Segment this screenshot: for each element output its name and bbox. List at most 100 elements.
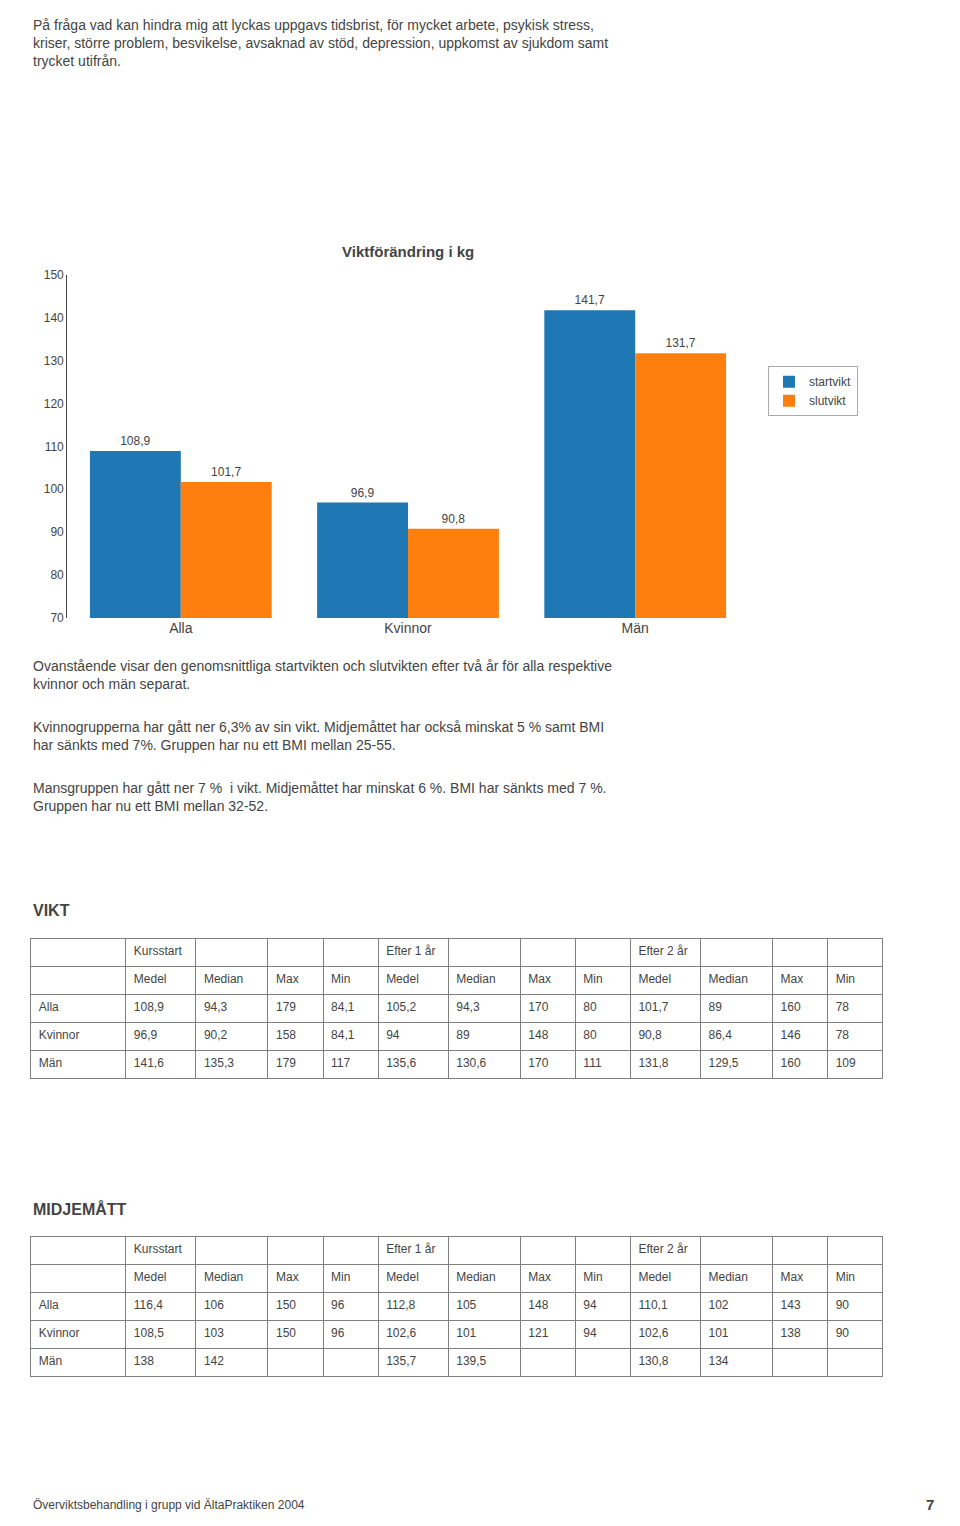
svg-text:103: 103	[204, 1326, 224, 1340]
svg-text:111: 111	[583, 1056, 602, 1070]
svg-text:90,2: 90,2	[204, 1028, 228, 1042]
svg-text:84,1: 84,1	[331, 1028, 355, 1042]
svg-text:170: 170	[528, 1056, 548, 1070]
svg-text:106: 106	[204, 1298, 224, 1312]
svg-text:148: 148	[528, 1298, 548, 1312]
svg-text:Max: Max	[276, 1270, 299, 1284]
svg-text:150: 150	[44, 268, 64, 282]
svg-text:Max: Max	[528, 972, 551, 986]
svg-text:96,9: 96,9	[134, 1028, 158, 1042]
svg-text:179: 179	[276, 1056, 296, 1070]
svg-text:148: 148	[528, 1028, 548, 1042]
svg-text:90: 90	[836, 1326, 850, 1340]
svg-text:160: 160	[781, 1000, 801, 1014]
svg-text:MIDJEMÅTT: MIDJEMÅTT	[33, 1200, 127, 1218]
svg-text:150: 150	[276, 1326, 296, 1340]
svg-text:96: 96	[331, 1298, 345, 1312]
svg-text:80: 80	[583, 1000, 597, 1014]
svg-text:130,6: 130,6	[456, 1056, 486, 1070]
svg-text:135,7: 135,7	[386, 1354, 416, 1368]
svg-text:90,8: 90,8	[442, 512, 466, 526]
svg-text:Medel: Medel	[638, 972, 671, 986]
svg-text:Median: Median	[456, 972, 495, 986]
svg-text:121: 121	[528, 1326, 548, 1340]
svg-text:110: 110	[45, 440, 64, 454]
svg-text:Efter 1 år: Efter 1 år	[386, 944, 435, 958]
svg-text:130,8: 130,8	[638, 1354, 668, 1368]
svg-text:Median: Median	[456, 1270, 495, 1284]
svg-text:Mansgruppen har gått ner 7 %: Mansgruppen har gått ner 7 % i vikt. Mid…	[33, 780, 606, 814]
svg-text:Min: Min	[583, 1270, 602, 1284]
svg-text:100: 100	[44, 482, 64, 496]
svg-text:Kursstart: Kursstart	[134, 944, 183, 958]
svg-text:108,5: 108,5	[134, 1326, 164, 1340]
svg-text:131,7: 131,7	[665, 336, 695, 350]
svg-text:Max: Max	[781, 972, 804, 986]
svg-text:84,1: 84,1	[331, 1000, 355, 1014]
svg-text:Median: Median	[709, 1270, 748, 1284]
svg-text:På fråga vad kan hindra mig at: På fråga vad kan hindra mig att lyckas u…	[33, 17, 608, 69]
svg-text:Medel: Medel	[386, 972, 419, 986]
svg-text:slutvikt: slutvikt	[809, 394, 846, 408]
svg-text:101,7: 101,7	[638, 1000, 668, 1014]
svg-text:105,2: 105,2	[386, 1000, 416, 1014]
svg-text:101,7: 101,7	[211, 465, 241, 479]
svg-text:Max: Max	[276, 972, 299, 986]
svg-text:86,4: 86,4	[709, 1028, 733, 1042]
svg-text:Max: Max	[528, 1270, 551, 1284]
svg-text:Min: Min	[836, 972, 855, 986]
svg-text:105: 105	[456, 1298, 476, 1312]
svg-text:Min: Min	[331, 1270, 350, 1284]
svg-text:138: 138	[134, 1354, 154, 1368]
svg-text:110,1: 110,1	[638, 1298, 667, 1312]
svg-text:Kursstart: Kursstart	[134, 1242, 183, 1256]
svg-text:160: 160	[781, 1056, 801, 1070]
svg-text:142: 142	[204, 1354, 224, 1368]
svg-text:96,9: 96,9	[351, 486, 375, 500]
svg-text:170: 170	[528, 1000, 548, 1014]
svg-text:Efter 2 år: Efter 2 år	[638, 944, 687, 958]
svg-text:Män: Män	[39, 1354, 62, 1368]
svg-text:Efter 1 år: Efter 1 år	[386, 1242, 435, 1256]
svg-text:Medel: Medel	[134, 1270, 167, 1284]
svg-text:Alla: Alla	[39, 1000, 59, 1014]
svg-text:108,9: 108,9	[134, 1000, 164, 1014]
svg-text:96: 96	[331, 1326, 345, 1340]
svg-text:112,8: 112,8	[386, 1298, 415, 1312]
svg-text:158: 158	[276, 1028, 296, 1042]
svg-text:138: 138	[781, 1326, 801, 1340]
svg-text:139,5: 139,5	[456, 1354, 486, 1368]
svg-text:Män: Män	[39, 1056, 62, 1070]
svg-text:94: 94	[386, 1028, 400, 1042]
svg-text:Max: Max	[781, 1270, 804, 1284]
svg-text:102,6: 102,6	[638, 1326, 668, 1340]
svg-text:80: 80	[50, 568, 64, 582]
svg-text:102: 102	[709, 1298, 729, 1312]
svg-text:146: 146	[781, 1028, 801, 1042]
svg-text:Min: Min	[583, 972, 602, 986]
svg-text:7: 7	[926, 1496, 934, 1513]
svg-text:89: 89	[709, 1000, 723, 1014]
svg-text:Medel: Medel	[134, 972, 167, 986]
svg-text:Viktförändring i kg: Viktförändring i kg	[342, 243, 474, 260]
svg-text:116,4: 116,4	[134, 1298, 163, 1312]
svg-text:129,5: 129,5	[709, 1056, 739, 1070]
svg-text:94: 94	[583, 1326, 597, 1340]
svg-text:80: 80	[583, 1028, 597, 1042]
svg-text:90: 90	[836, 1298, 850, 1312]
svg-text:101: 101	[709, 1326, 729, 1340]
svg-text:90,8: 90,8	[638, 1028, 662, 1042]
svg-text:Ovanstående visar den genomsni: Ovanstående visar den genomsnittliga sta…	[33, 658, 612, 692]
svg-text:Medel: Medel	[386, 1270, 419, 1284]
svg-text:VIKT: VIKT	[33, 902, 70, 919]
svg-text:108,9: 108,9	[120, 434, 150, 448]
svg-text:Efter 2 år: Efter 2 år	[638, 1242, 687, 1256]
svg-text:Kvinnor: Kvinnor	[384, 620, 432, 636]
svg-text:70: 70	[50, 611, 64, 625]
svg-text:Min: Min	[836, 1270, 855, 1284]
svg-text:143: 143	[781, 1298, 801, 1312]
svg-text:131,8: 131,8	[638, 1056, 668, 1070]
svg-text:Överviktsbehandling i grupp vi: Överviktsbehandling i grupp vid ÄltaPrak…	[33, 1498, 305, 1512]
svg-text:Kvinnor: Kvinnor	[39, 1028, 80, 1042]
svg-text:134: 134	[709, 1354, 729, 1368]
